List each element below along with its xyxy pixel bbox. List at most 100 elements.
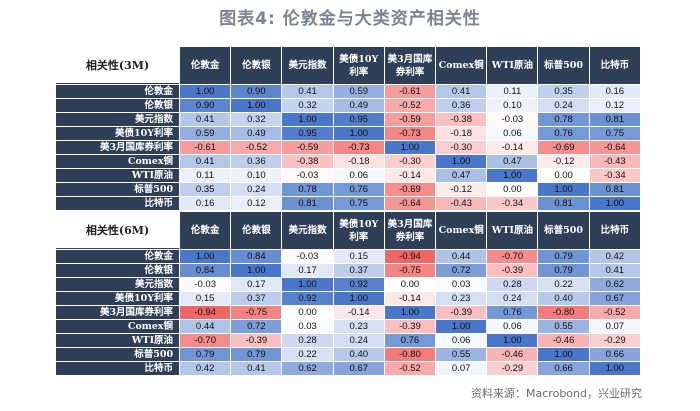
correlation-cell: 0.75 [332,196,384,210]
correlation-cell: -0.18 [332,154,384,168]
correlation-cell: 0.24 [537,98,589,112]
correlation-cell: -0.64 [383,196,436,210]
correlation-cell: 0.78 [281,182,333,196]
source-note: 资料来源：Macrobond，兴业研究 [471,387,642,400]
correlation-cell: 0.10 [486,98,538,112]
table-row: WTI原油 -0.70 -0.39 0.28 0.24 0.76 0.06 1.00 -0.46… [56,333,640,347]
correlation-cell: 0.76 [332,182,384,196]
correlation-cell: 0.03 [281,319,333,333]
correlation-cell: 0.75 [588,126,640,140]
correlation-cell: 0.37 [230,291,282,305]
correlation-cell: -0.73 [383,126,436,140]
correlation-cell: 0.22 [281,347,333,361]
row-header-伦敦金: 伦敦金 [56,249,180,263]
correlation-cell: 0.55 [537,319,589,333]
correlation-cell: 1.00 [537,347,589,361]
correlation-cell: -0.14 [486,140,538,154]
correlation-cell: 1.00 [281,112,333,126]
column-header-伦敦金: 伦敦金 [179,47,231,84]
correlation-cell: -0.80 [383,347,436,361]
table-row: WTI原油 0.11 0.10 -0.03 0.06 -0.14 0.47 1.00 0.00-… [56,168,640,182]
column-header-伦敦银: 伦敦银 [230,47,282,84]
correlation-cell: 0.66 [537,361,589,375]
correlation-cell: -0.94 [383,249,436,263]
correlation-cell: 0.06 [486,319,538,333]
correlation-cell: 0.72 [435,263,487,277]
correlation-cell: 0.55 [435,347,487,361]
chart-title: 图表4: 伦敦金与大类资产相关性 [219,9,481,29]
correlation-cell: 0.42 [179,361,231,375]
correlation-cell: 0.11 [486,84,538,98]
correlation-cell: 0.40 [332,347,384,361]
table-row: Comex铜 0.44 0.72 0.03 0.23 -0.39 1.00 0.06 0.55 0… [56,319,640,333]
correlation-cell: 0.49 [332,98,384,112]
correlation-cell: -0.70 [486,249,538,263]
correlation-cell: 0.00 [383,277,436,291]
column-header-比特币: 比特币 [588,212,640,249]
correlation-cell: 0.95 [281,126,333,140]
table-row: 美债10Y利率 0.59 0.49 0.95 1.00 -0.73 -0.18 0.06 0.7… [56,126,640,140]
correlation-cell: 0.90 [230,84,282,98]
row-header-伦敦银: 伦敦银 [56,263,180,277]
correlation-cell: 1.00 [588,196,640,210]
table-title: 相关性(6M) [56,212,180,249]
correlation-cell: 0.41 [230,361,282,375]
row-header-comex铜: Comex铜 [56,154,180,168]
correlation-cell: 0.67 [588,291,640,305]
correlation-cell: -0.12 [435,182,487,196]
correlation-cell: 1.00 [179,249,231,263]
row-header-美3月国库券利率: 美3月国库券利率 [56,305,180,319]
correlation-cell: -0.52 [230,140,282,154]
row-header-比特币: 比特币 [56,361,180,375]
correlation-cell: 0.41 [435,84,487,98]
correlation-cell: -0.29 [588,333,640,347]
row-header-美3月国库券利率: 美3月国库券利率 [56,140,180,154]
table-row: 美元指数 -0.03 0.17 1.00 0.92 0.00 0.03 0.28 0.22 0.6… [56,277,640,291]
correlation-cell: 0.17 [281,263,333,277]
correlation-cell: 0.84 [179,263,231,277]
correlation-cell: 0.79 [537,263,589,277]
correlation-cell: 0.62 [281,361,333,375]
correlation-cell: 0.15 [179,291,231,305]
correlation-cell: -0.61 [383,84,436,98]
correlation-cell: 0.81 [537,196,589,210]
row-header-comex铜: Comex铜 [56,319,180,333]
correlation-table-6m: 相关性(6M) 伦敦金 伦敦银 美元指数 美债10Y利率 美3月国库券利率 Comex铜 WT… [56,212,640,375]
table-row: 标普500 0.79 0.79 0.22 0.40 -0.80 0.55 -0.46 1.00 0… [56,347,640,361]
correlation-cell: -0.46 [537,333,589,347]
correlation-cell: -0.43 [435,196,487,210]
column-header-美元指数: 美元指数 [281,212,333,249]
correlation-cell: 1.00 [332,126,384,140]
correlation-cell: 0.12 [230,196,282,210]
correlation-cell: -0.03 [281,249,333,263]
correlation-cell: 0.10 [230,168,282,182]
row-header-wti原油: WTI原油 [56,168,180,182]
correlation-cell: -0.03 [486,112,538,126]
table-row: 比特币 0.42 0.41 0.62 0.67 -0.52 0.07 -0.29 0.66 1.0… [56,361,640,375]
correlation-cell: -0.69 [537,140,589,154]
correlation-cell: 0.32 [281,98,333,112]
table-row: 伦敦金 1.00 0.90 0.41 0.59 -0.61 0.41 0.11 0.35 0.16 [56,84,640,98]
correlation-cell: -0.52 [383,98,436,112]
correlation-cell: 0.92 [281,291,333,305]
correlation-cell: -0.73 [332,140,384,154]
column-header-美债10y利率: 美债10Y利率 [332,47,384,84]
correlation-cell: -0.75 [383,263,436,277]
correlation-cell: 1.00 [332,291,384,305]
correlation-cell: 0.24 [486,291,538,305]
correlation-cell: 0.24 [332,333,384,347]
table-row: 伦敦银 0.90 1.00 0.32 0.49 -0.52 0.36 0.10 0.24 0.12 [56,98,640,112]
correlation-cell: -0.38 [435,112,487,126]
correlation-cell: 0.41 [281,84,333,98]
correlation-cell: 0.79 [230,347,282,361]
correlation-cell: 0.79 [537,249,589,263]
correlation-cell: 0.84 [230,249,282,263]
correlation-cell: -0.14 [332,305,384,319]
correlation-cell: -0.03 [281,168,333,182]
correlation-cell: 1.00 [383,305,436,319]
column-header-美元指数: 美元指数 [281,47,333,84]
correlation-cell: 0.35 [537,84,589,98]
correlation-cell: 0.35 [179,182,231,196]
correlation-cell: 0.41 [179,154,231,168]
correlation-cell: 0.03 [435,277,487,291]
